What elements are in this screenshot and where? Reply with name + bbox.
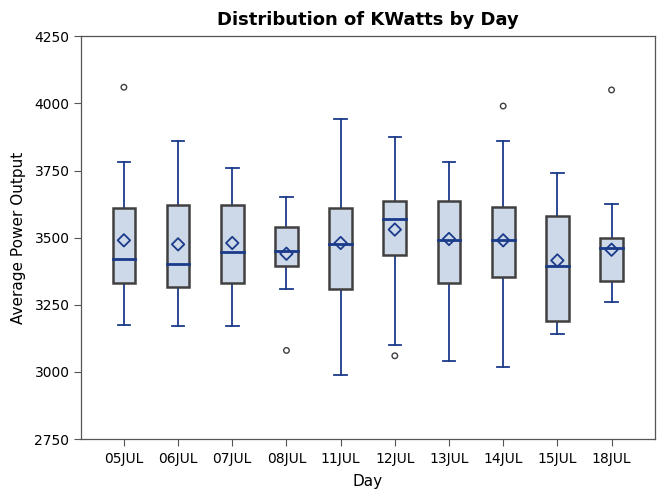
- Point: [281, 250, 292, 258]
- Point: [444, 235, 454, 243]
- Point: [119, 236, 129, 244]
- Bar: [166, 206, 189, 288]
- Bar: [221, 206, 244, 284]
- Point: [498, 102, 509, 110]
- Y-axis label: Average Power Output: Average Power Output: [11, 152, 26, 324]
- Point: [390, 352, 400, 360]
- Point: [281, 346, 292, 354]
- Title: Distribution of KWatts by Day: Distribution of KWatts by Day: [217, 11, 519, 29]
- Bar: [546, 216, 569, 321]
- Point: [227, 239, 238, 247]
- Bar: [438, 202, 460, 283]
- Bar: [384, 202, 406, 255]
- Bar: [492, 207, 515, 276]
- Point: [172, 240, 183, 248]
- X-axis label: Day: Day: [353, 474, 383, 489]
- Point: [498, 236, 509, 244]
- Bar: [329, 208, 352, 288]
- Point: [390, 226, 400, 234]
- Point: [606, 246, 617, 254]
- Point: [606, 86, 617, 94]
- Bar: [113, 208, 135, 284]
- Point: [552, 256, 563, 264]
- Bar: [600, 238, 623, 281]
- Point: [335, 239, 346, 247]
- Point: [119, 83, 129, 91]
- Bar: [275, 227, 298, 266]
